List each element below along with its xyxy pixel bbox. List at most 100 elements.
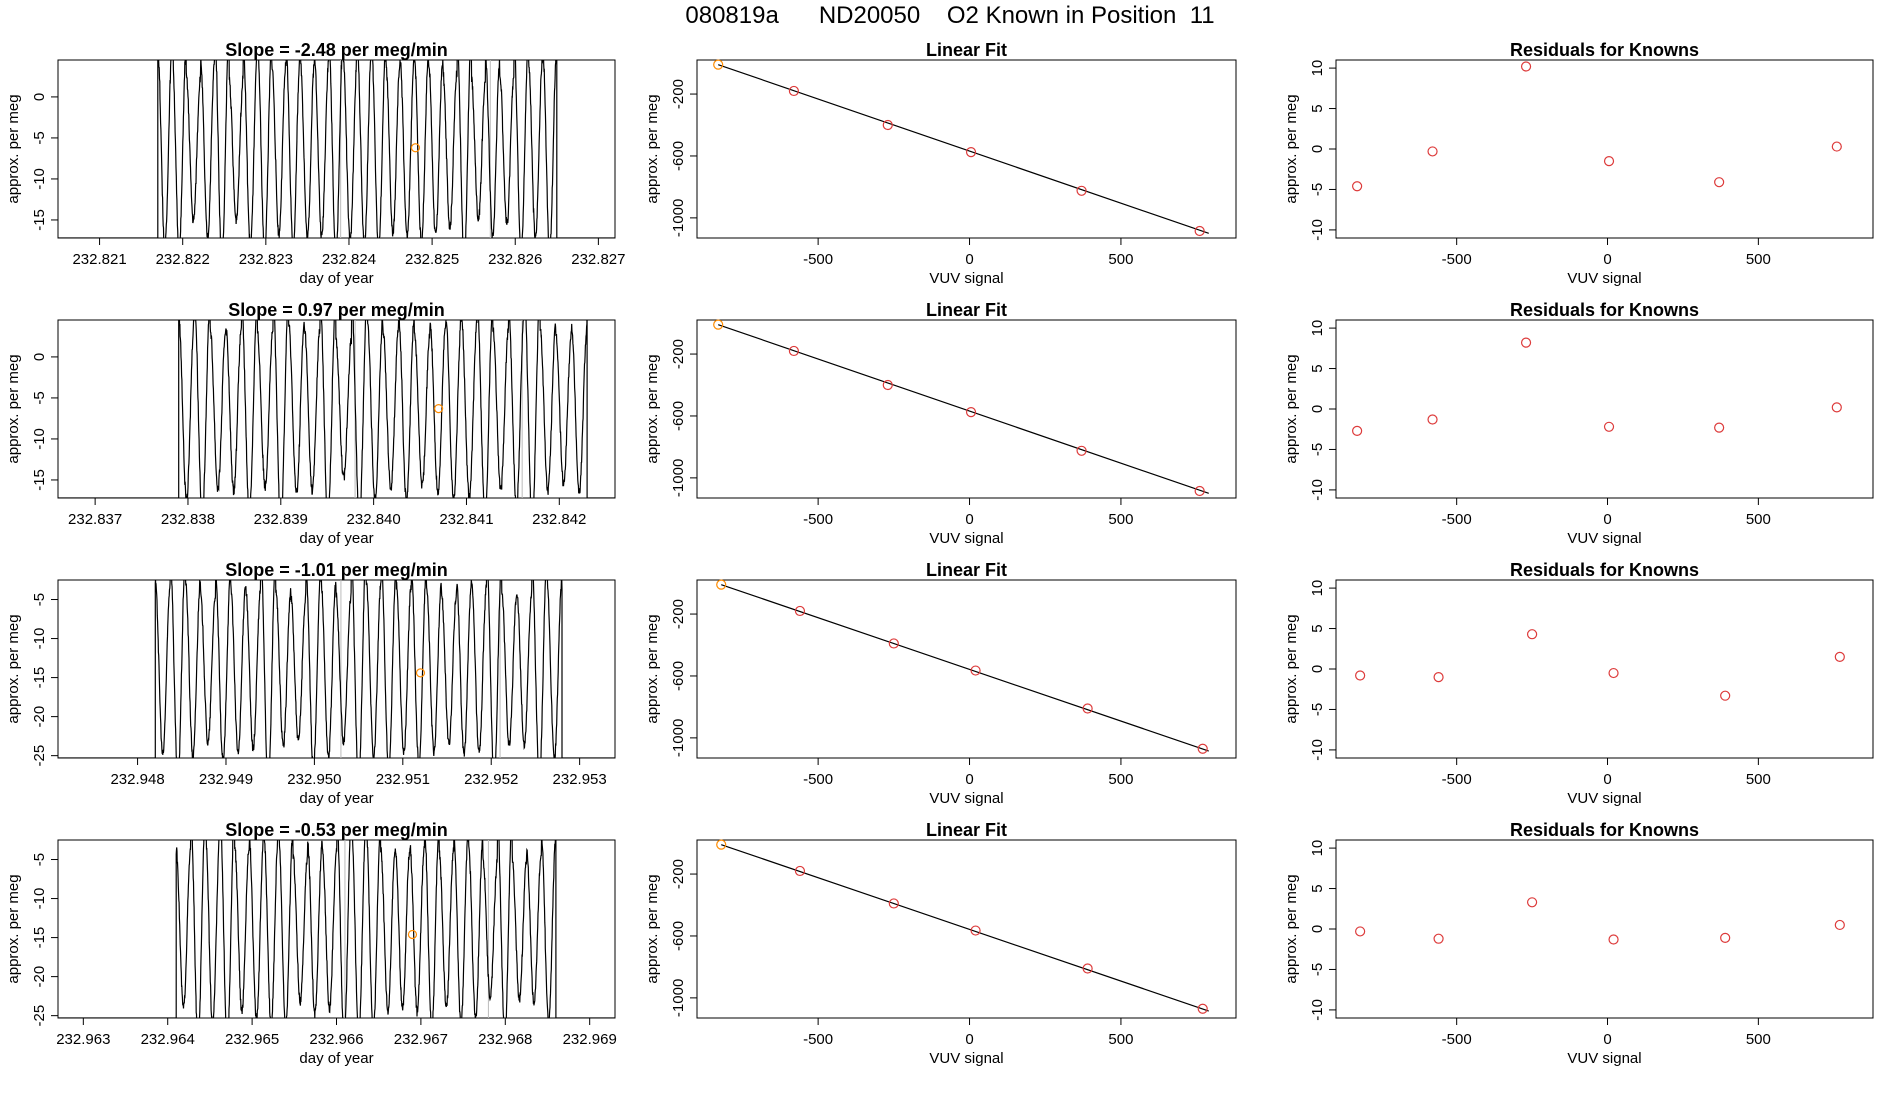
plot-frame (1335, 59, 1874, 239)
y-axis-label: approx. per meg (1283, 614, 1300, 723)
known-marker (410, 143, 421, 153)
y-tick-label: -1000 (670, 979, 687, 1017)
y-tick-label: 0 (1309, 145, 1326, 153)
x-tick-label: 232.822 (156, 251, 210, 268)
x-tick-label: 232.964 (141, 1031, 195, 1048)
panel-title: Linear Fit (926, 40, 1007, 60)
y-tick-label: -10 (31, 628, 48, 650)
x-tick-label: 500 (1108, 251, 1133, 268)
y-axis-label: approx. per meg (644, 94, 661, 203)
plot-frame (57, 319, 616, 499)
signal-trace (58, 580, 615, 758)
x-tick-label: -500 (1442, 1031, 1472, 1048)
residual-point (1608, 934, 1619, 945)
plot-frame (696, 59, 1237, 239)
x-tick-label: 232.821 (72, 251, 126, 268)
residual-point (1603, 421, 1615, 432)
y-tick-label: -1000 (670, 719, 687, 757)
y-tick-label: -15 (31, 667, 48, 689)
y-tick-label: 5 (1309, 884, 1326, 892)
fit-point (888, 638, 899, 649)
panel-residuals-row-3 (1329, 579, 1874, 765)
known-marker (434, 403, 444, 414)
residual-point (1831, 402, 1842, 413)
fit-line (718, 64, 1209, 234)
fit-point (1076, 185, 1087, 196)
residual-point (1355, 926, 1366, 937)
x-tick-label: 232.950 (287, 771, 341, 788)
y-axis-label: approx. per meg (5, 94, 22, 203)
fit-point (1197, 1003, 1208, 1014)
x-tick-label: -500 (1442, 251, 1472, 268)
y-tick-label: 5 (1309, 104, 1326, 112)
x-tick-label: 0 (1603, 771, 1611, 788)
y-tick-label: 10 (1309, 60, 1326, 77)
x-tick-label: 500 (1108, 511, 1133, 528)
x-tick-label: 0 (965, 511, 973, 528)
panel-slope-row-4 (51, 839, 616, 1025)
residual-point (1714, 422, 1725, 433)
x-tick-label: 232.965 (225, 1031, 279, 1048)
fit-point (788, 345, 799, 357)
signal-trace (58, 320, 615, 498)
fit-point (965, 406, 977, 418)
y-tick-label: -10 (31, 428, 48, 450)
page-title: 080819a ND20050 O2 Known in Position 11 (685, 2, 1215, 29)
y-tick-label: 0 (1309, 405, 1326, 413)
fit-point (1082, 703, 1093, 714)
plot-frame (696, 579, 1237, 759)
residual-point (1834, 919, 1845, 931)
y-tick-label: -600 (670, 921, 687, 951)
fit-point (1194, 225, 1205, 237)
x-tick-label: 500 (1746, 511, 1771, 528)
y-tick-label: -10 (31, 168, 48, 190)
residual-point (1834, 651, 1845, 662)
x-axis-label: VUV signal (1567, 790, 1641, 807)
known-marker (407, 929, 418, 940)
x-tick-label: 232.969 (563, 1031, 617, 1048)
residual-point (1520, 61, 1532, 72)
y-tick-label: -600 (670, 401, 687, 431)
fit-point (788, 85, 799, 97)
panel-residuals-row-1 (1329, 59, 1874, 245)
y-tick-label: -5 (31, 593, 48, 606)
plot-frame (696, 319, 1237, 499)
x-axis-label: VUV signal (929, 1050, 1003, 1067)
x-tick-label: 232.963 (56, 1031, 110, 1048)
x-tick-label: 232.823 (239, 251, 293, 268)
x-tick-label: 232.837 (68, 511, 122, 528)
y-tick-label: -5 (1309, 183, 1326, 196)
plot-frame (696, 839, 1237, 1019)
residual-point (1352, 425, 1363, 436)
plot-frame (57, 579, 616, 759)
y-tick-label: -25 (31, 745, 48, 767)
x-tick-label: 232.948 (110, 771, 164, 788)
x-tick-label: 232.967 (394, 1031, 448, 1048)
y-tick-label: -20 (31, 966, 48, 988)
known-marker (415, 668, 426, 678)
signal-trace (58, 840, 615, 1018)
x-tick-label: 232.968 (478, 1031, 532, 1048)
x-tick-label: 500 (1746, 771, 1771, 788)
x-tick-label: 232.966 (309, 1031, 363, 1048)
panel-title: Residuals for Knowns (1510, 820, 1699, 840)
panel-title: Residuals for Knowns (1510, 40, 1699, 60)
residual-point (1433, 671, 1444, 683)
plot-frame (1335, 839, 1874, 1019)
residual-point (1355, 670, 1366, 681)
y-axis-label: approx. per meg (644, 614, 661, 723)
y-tick-label: -5 (31, 391, 48, 404)
y-tick-label: 0 (31, 93, 48, 101)
residual-point (1520, 337, 1532, 348)
x-tick-label: 232.840 (347, 511, 401, 528)
x-tick-label: 232.842 (532, 511, 586, 528)
y-tick-label: -15 (31, 469, 48, 491)
panel-slope-row-3 (51, 579, 616, 765)
signal-trace (58, 60, 615, 238)
panel-title: Slope = 0.97 per meg/min (228, 300, 445, 320)
x-tick-label: 0 (1603, 511, 1611, 528)
fit-point (716, 579, 727, 590)
residual-point (1603, 156, 1615, 167)
panel-title: Residuals for Knowns (1510, 300, 1699, 320)
y-tick-label: -200 (670, 339, 687, 369)
